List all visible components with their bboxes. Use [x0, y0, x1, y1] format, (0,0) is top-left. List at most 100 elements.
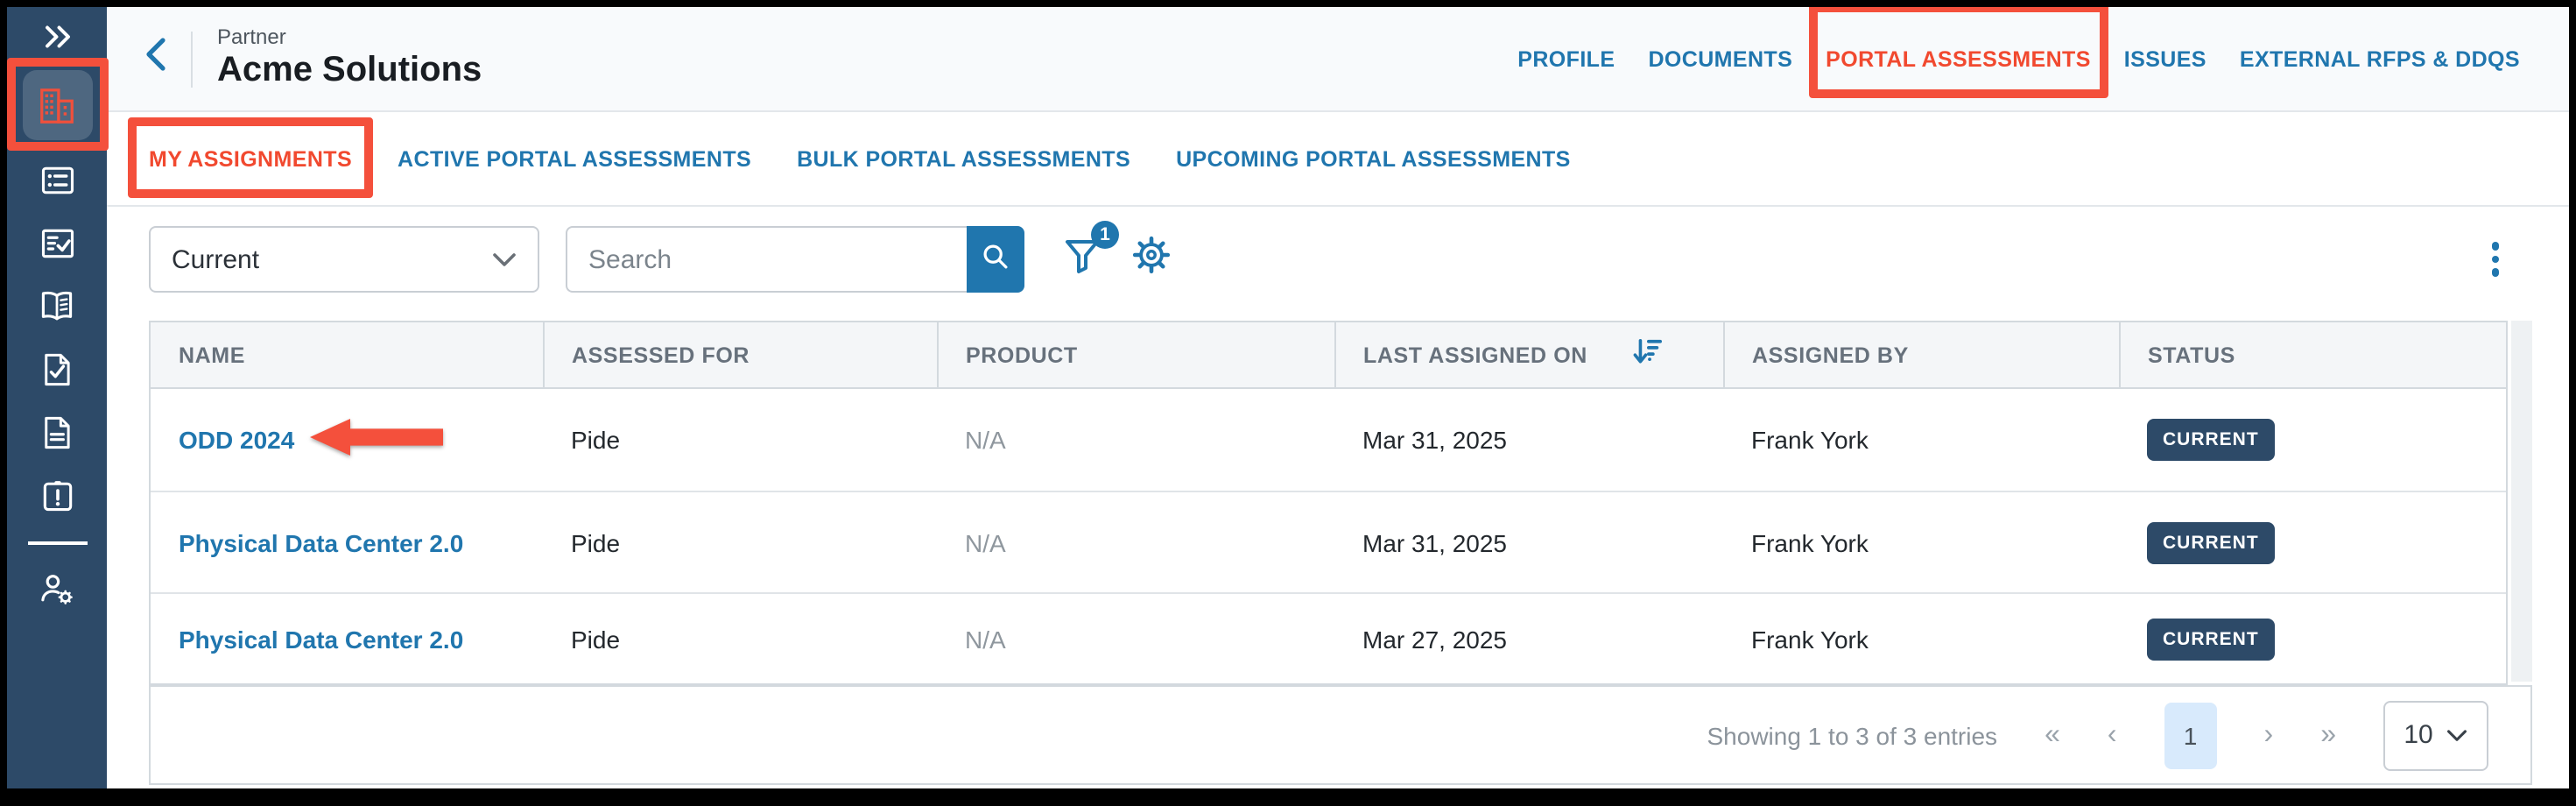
search-button[interactable]: [967, 226, 1024, 293]
next-page-button[interactable]: ›: [2263, 719, 2274, 749]
buildings-icon: [37, 85, 77, 125]
page-size-value: 10: [2404, 720, 2433, 750]
tab-upcoming-portal-assessments[interactable]: UPCOMING PORTAL ASSESSMENTS: [1176, 146, 1571, 171]
nav-item-portal-assessments[interactable]: PORTAL ASSESSMENTS: [1808, 7, 2108, 97]
column-header-assessed-for[interactable]: ASSESSED FOR: [543, 322, 938, 389]
status-badge: CURRENT: [2147, 618, 2275, 660]
table-footer: Showing 1 to 3 of 3 entries « ‹ 1 › » 10: [149, 685, 2532, 785]
sort-descending-icon[interactable]: [1633, 336, 1663, 373]
table-row: ODD 2024 Pide N/A Mar 31, 2025 Frank Yor…: [151, 388, 2506, 492]
entity-type-label: Partner: [217, 25, 286, 50]
tab-my-assignments[interactable]: MY ASSIGNMENTS: [128, 117, 374, 197]
sidebar-item-assessments[interactable]: [22, 214, 92, 273]
last-page-button[interactable]: »: [2320, 719, 2336, 749]
assessment-link[interactable]: Physical Data Center 2.0: [179, 528, 464, 556]
expand-sidebar-button[interactable]: [41, 25, 73, 56]
nav-item-external-rfps[interactable]: EXTERNAL RFPS & DDQS: [2239, 46, 2520, 71]
column-header-status[interactable]: STATUS: [2119, 322, 2506, 389]
table-wrap: NAME ASSESSED FOR PRODUCT LAST ASSIGNED …: [149, 321, 2508, 685]
sidebar-divider: [27, 541, 87, 545]
filter-button[interactable]: 1: [1061, 220, 1119, 285]
sub-tabs: MY ASSIGNMENTS ACTIVE PORTAL ASSESSMENTS…: [107, 112, 2569, 207]
annotation-arrow: [306, 414, 447, 465]
column-header-last-assigned-on[interactable]: LAST ASSIGNED ON: [1334, 322, 1724, 389]
search-icon: [981, 242, 1010, 277]
tab-active-portal-assessments[interactable]: ACTIVE PORTAL ASSESSMENTS: [398, 146, 752, 171]
status-badge: CURRENT: [2147, 521, 2275, 563]
main-panel: Current: [107, 207, 2569, 788]
window-frame: Partner Acme Solutions PROFILE DOCUMENTS…: [7, 7, 2569, 788]
table-header-row: NAME ASSESSED FOR PRODUCT LAST ASSIGNED …: [151, 322, 2506, 389]
assessed-for-cell: Pide: [543, 388, 937, 492]
current-page-button[interactable]: 1: [2164, 702, 2217, 768]
tab-label: MY ASSIGNMENTS: [149, 146, 353, 171]
open-book-icon: [37, 287, 77, 326]
product-cell: N/A: [937, 388, 1334, 492]
assigned-by-cell: Frank York: [1723, 593, 2119, 683]
column-header-product[interactable]: PRODUCT: [937, 322, 1335, 389]
sidebar-item-issues[interactable]: [22, 466, 92, 526]
header-divider: [191, 31, 193, 87]
last-assigned-cell: Mar 31, 2025: [1334, 491, 1723, 594]
tab-bulk-portal-assessments[interactable]: BULK PORTAL ASSESSMENTS: [797, 146, 1131, 171]
sidebar-item-user-admin[interactable]: [22, 559, 92, 619]
status-filter-value: Current: [172, 244, 260, 274]
nav-item-profile[interactable]: PROFILE: [1517, 46, 1615, 71]
kebab-icon: [2491, 242, 2499, 251]
list-icon: [38, 161, 76, 200]
product-cell: N/A: [937, 593, 1334, 683]
form-check-icon: [38, 224, 76, 263]
first-page-button[interactable]: «: [2045, 719, 2060, 749]
assigned-by-cell: Frank York: [1723, 388, 2119, 492]
assignments-card: NAME ASSESSED FOR PRODUCT LAST ASSIGNED …: [149, 321, 2532, 785]
box-exclamation-icon: [38, 477, 76, 515]
chevron-down-icon: [492, 251, 517, 267]
nav-item-issues[interactable]: ISSUES: [2123, 46, 2206, 71]
assessment-link[interactable]: ODD 2024: [179, 419, 444, 456]
last-assigned-cell: Mar 31, 2025: [1334, 388, 1723, 492]
back-button[interactable]: [142, 35, 170, 82]
nav-item-label: PORTAL ASSESSMENTS: [1826, 46, 2091, 71]
previous-page-button[interactable]: ‹: [2107, 719, 2117, 749]
chevron-down-icon: [2447, 720, 2468, 750]
assignments-table: NAME ASSESSED FOR PRODUCT LAST ASSIGNED …: [151, 322, 2506, 683]
search-input[interactable]: [566, 226, 967, 293]
settings-button[interactable]: [1131, 235, 1172, 284]
column-header-assigned-by[interactable]: ASSIGNED BY: [1723, 322, 2120, 389]
title-block: Partner Acme Solutions: [217, 25, 482, 91]
top-nav: PROFILE DOCUMENTS PORTAL ASSESSMENTS ISS…: [1517, 7, 2520, 97]
sidebar: [7, 7, 108, 788]
document-check-icon: [39, 350, 75, 389]
page-title: Acme Solutions: [217, 50, 482, 89]
user-gear-icon: [37, 569, 77, 608]
entries-summary: Showing 1 to 3 of 3 entries: [1707, 721, 1998, 749]
sidebar-item-partners[interactable]: [7, 58, 108, 151]
double-chevron-right-icon: [41, 24, 73, 57]
assessed-for-cell: Pide: [543, 593, 937, 683]
assessment-link[interactable]: Physical Data Center 2.0: [179, 625, 464, 653]
status-badge: CURRENT: [2147, 419, 2275, 461]
assigned-by-cell: Frank York: [1723, 491, 2119, 594]
sidebar-item-lists[interactable]: [22, 151, 92, 210]
column-header-name[interactable]: NAME: [151, 322, 544, 389]
document-icon: [39, 414, 75, 452]
content-area: Partner Acme Solutions PROFILE DOCUMENTS…: [107, 7, 2569, 788]
sidebar-item-documents[interactable]: [22, 403, 92, 463]
toolbar: Current: [149, 220, 2532, 293]
sidebar-item-tasks[interactable]: [22, 340, 92, 399]
gear-icon: [1131, 235, 1172, 284]
filter-count-badge: 1: [1091, 220, 1119, 248]
page-size-select[interactable]: 10: [2383, 700, 2488, 770]
chevron-left-icon: [142, 35, 170, 82]
page-header: Partner Acme Solutions PROFILE DOCUMENTS…: [107, 7, 2569, 112]
table-row: Physical Data Center 2.0 Pide N/A Mar 27…: [151, 593, 2506, 683]
search-group: [566, 226, 1024, 293]
product-cell: N/A: [937, 491, 1334, 594]
nav-item-documents[interactable]: DOCUMENTS: [1648, 46, 1793, 71]
more-options-button[interactable]: [2486, 237, 2504, 282]
sidebar-item-library[interactable]: [22, 277, 92, 336]
table-scrollbar-track[interactable]: [2511, 321, 2532, 682]
assessed-for-cell: Pide: [543, 491, 937, 594]
status-filter-select[interactable]: Current: [149, 226, 539, 293]
